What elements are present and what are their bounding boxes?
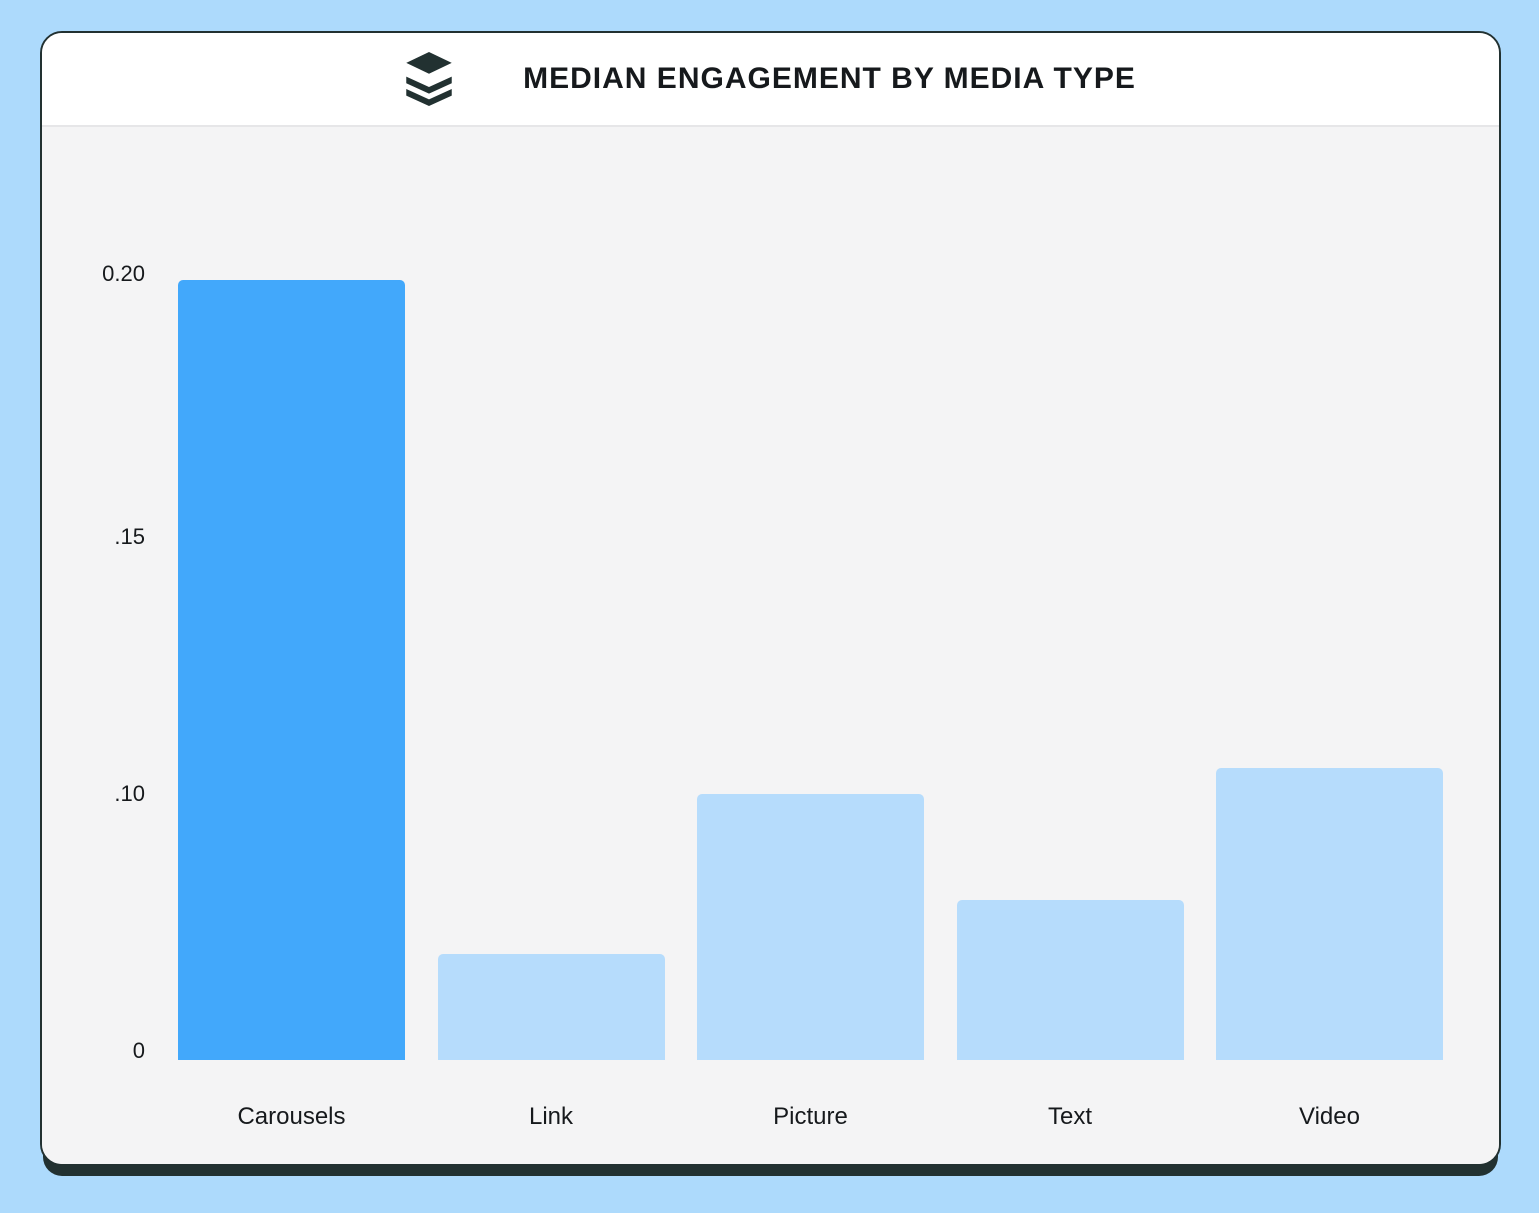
x-axis-label-video: Video bbox=[1299, 1103, 1360, 1130]
x-axis-label-picture: Picture bbox=[773, 1103, 848, 1130]
buffer-logo-icon bbox=[405, 52, 453, 106]
chart-card: MEDIAN ENGAGEMENT BY MEDIA TYPE 0.20 .15.… bbox=[40, 31, 1501, 1166]
bar-link bbox=[437, 953, 665, 1060]
card-header: MEDIAN ENGAGEMENT BY MEDIA TYPE bbox=[42, 33, 1499, 127]
y-axis-tick-label: .10 bbox=[114, 781, 145, 806]
y-axis-tick-label: .15 bbox=[114, 524, 145, 549]
bar-chart: 0.20 .15 .10 0 Carousels Link Picture Text Video bbox=[42, 127, 1499, 1164]
bar-video bbox=[1216, 768, 1443, 1060]
y-axis-tick-label: 0.20 bbox=[102, 261, 145, 286]
x-axis-label-text: Text bbox=[1047, 1103, 1092, 1130]
bar-carousels bbox=[178, 280, 405, 1060]
chart-title: MEDIAN ENGAGEMENT BY MEDIA TYPE bbox=[523, 62, 1136, 95]
y-axis-tick-label: 0 bbox=[132, 1038, 145, 1063]
x-axis-label-carousels: Carousels bbox=[237, 1103, 346, 1130]
bar-text bbox=[956, 900, 1184, 1060]
x-axis-label-link: Link bbox=[528, 1103, 574, 1130]
bar-picture bbox=[697, 794, 924, 1060]
